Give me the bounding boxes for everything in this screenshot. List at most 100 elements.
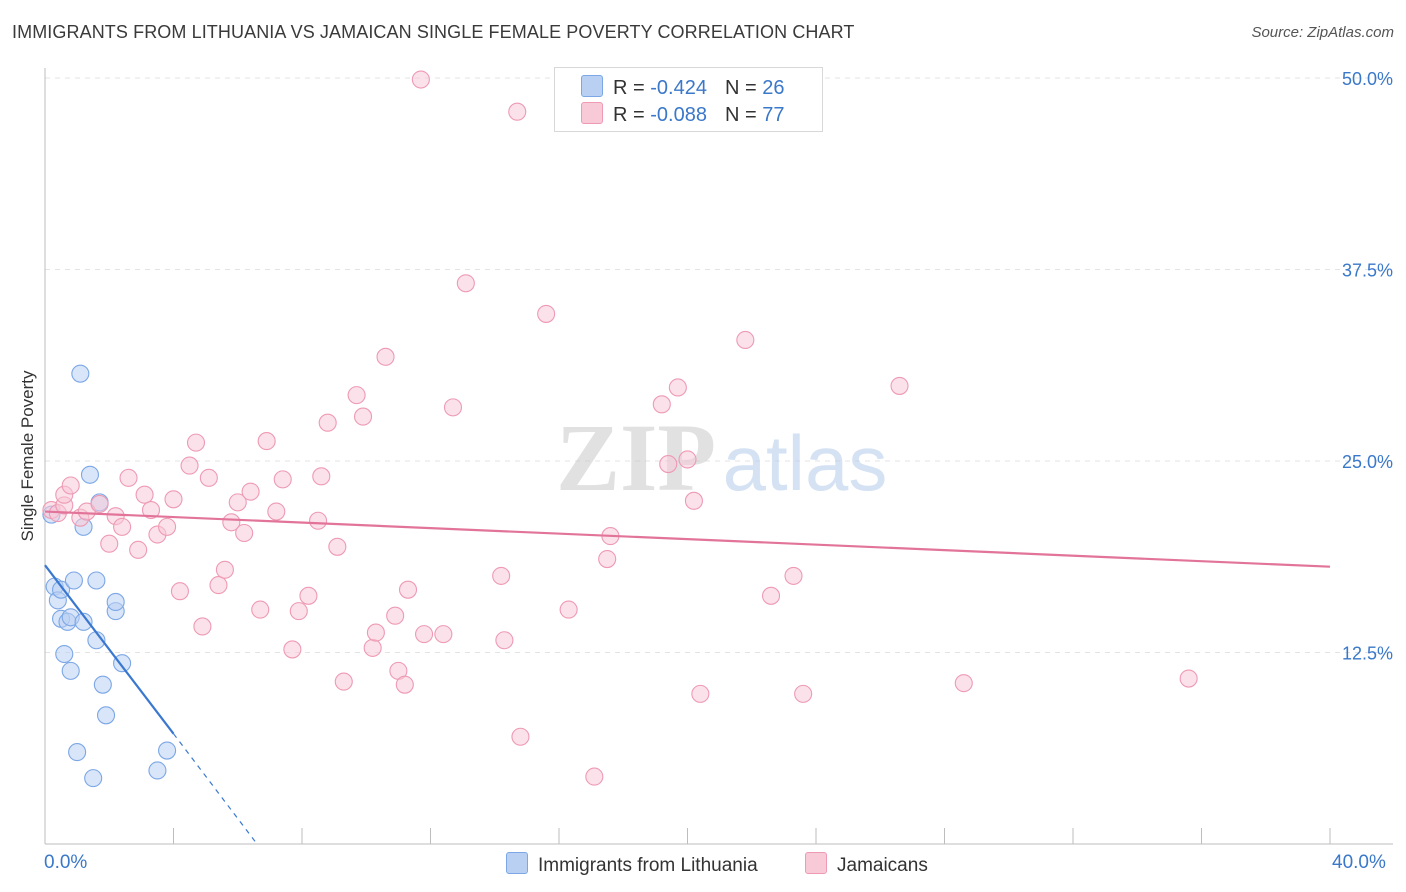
point-jamaicans (119, 468, 138, 487)
point-jamaicans (129, 540, 148, 559)
point-jamaicans (312, 467, 331, 486)
legend-row-lithuania: R = -0.424 N = 26 (581, 75, 784, 99)
legend-r-value-jamaicans: -0.088 (650, 104, 707, 126)
point-jamaicans (678, 450, 697, 469)
point-jamaicans (353, 407, 373, 426)
point-jamaicans (309, 511, 328, 530)
point-jamaicans (228, 493, 247, 512)
axes (44, 68, 1393, 845)
point-lithuania (148, 761, 167, 780)
point-jamaicans (585, 767, 604, 786)
legend-row-jamaicans: R = -0.088 N = 77 (581, 102, 784, 126)
point-lithuania (87, 571, 106, 590)
gridlines (45, 77, 1393, 653)
point-lithuania (71, 364, 90, 383)
point-jamaicans (100, 534, 119, 553)
point-jamaicans (691, 684, 710, 703)
point-lithuania (96, 706, 116, 725)
point-jamaicans (158, 517, 177, 536)
point-jamaicans (511, 727, 530, 746)
point-jamaicans (366, 623, 385, 642)
point-jamaicans (398, 580, 418, 599)
point-lithuania (55, 644, 74, 664)
point-jamaicans (334, 672, 353, 691)
point-jamaicans (598, 549, 617, 569)
point-jamaicans (443, 398, 463, 417)
legend-swatch-jamaicans (581, 102, 603, 124)
point-lithuania (74, 612, 93, 631)
point-jamaicans (508, 102, 527, 121)
point-jamaicans (90, 494, 109, 513)
trend-line-lithuania (44, 564, 175, 735)
trend-lines (44, 510, 1331, 845)
point-jamaicans (434, 625, 453, 644)
point-jamaicans (363, 638, 382, 657)
legend-n-label: N = (724, 77, 757, 99)
point-lithuania (106, 592, 125, 611)
point-jamaicans (347, 386, 366, 405)
point-jamaicans (299, 586, 318, 605)
point-jamaicans (222, 513, 241, 532)
x-tick-label-max: 40.0% (1332, 852, 1386, 873)
legend-r-label: R = (613, 77, 645, 99)
point-jamaicans (251, 600, 270, 619)
point-jamaicans (784, 566, 803, 585)
point-jamaicans (209, 576, 228, 595)
point-jamaicans (283, 640, 302, 659)
point-jamaicans (492, 566, 511, 585)
point-jamaicans (61, 476, 80, 495)
point-jamaicans (164, 490, 183, 509)
point-jamaicans (890, 376, 909, 395)
point-jamaicans (113, 517, 132, 536)
legend-n-value-jamaicans: 77 (762, 104, 785, 126)
point-jamaicans (215, 560, 234, 579)
point-jamaicans (235, 523, 254, 543)
legend-r-value-lithuania: -0.424 (650, 77, 707, 99)
point-jamaicans (141, 500, 161, 520)
point-jamaicans (376, 347, 395, 366)
point-jamaicans (736, 330, 755, 350)
point-lithuania (80, 465, 100, 484)
point-jamaicans (199, 468, 218, 487)
point-jamaicans (761, 586, 781, 605)
point-jamaicans (328, 537, 347, 556)
chart-source: Source: ZipAtlas.com (1251, 24, 1394, 41)
legend-n-value-lithuania: 26 (762, 77, 785, 99)
point-jamaicans (652, 395, 671, 414)
data-points (42, 70, 1198, 788)
correlation-legend: R = -0.424 N = 26 R = -0.088 N = 77 (554, 67, 823, 132)
point-jamaicans (794, 684, 813, 703)
point-jamaicans (386, 606, 405, 625)
point-lithuania (64, 571, 83, 590)
point-jamaicans (411, 70, 430, 89)
point-lithuania (68, 743, 87, 762)
x-tick-label-min: 0.0% (44, 852, 88, 873)
legend-r-label: R = (613, 104, 645, 126)
point-jamaicans (456, 274, 475, 293)
point-jamaicans (1179, 669, 1198, 688)
chart-title: IMMIGRANTS FROM LITHUANIA VS JAMAICAN SI… (12, 22, 855, 42)
trend-line-lithuania-extension (173, 733, 258, 845)
point-lithuania (61, 661, 80, 680)
point-jamaicans (267, 502, 286, 521)
y-tick-label: 50.0% (1342, 69, 1393, 89)
legend-n-label: N = (724, 104, 757, 126)
point-jamaicans (186, 433, 206, 452)
point-jamaicans (684, 491, 703, 510)
trend-line-jamaicans (44, 510, 1331, 568)
bottom-legend-label-jamaicans: Jamaicans (837, 855, 928, 876)
point-lithuania (93, 675, 112, 694)
point-jamaicans (559, 600, 578, 619)
point-jamaicans (193, 617, 212, 636)
point-jamaicans (257, 432, 276, 451)
bottom-legend-lithuania: Immigrants from Lithuania (506, 852, 758, 877)
point-jamaicans (241, 482, 260, 501)
bottom-legend-label-lithuania: Immigrants from Lithuania (538, 855, 758, 876)
bottom-legend-jamaicans: Jamaicans (805, 852, 928, 877)
point-jamaicans (170, 582, 189, 601)
point-jamaicans (415, 625, 434, 644)
point-jamaicans (289, 602, 308, 621)
point-jamaicans (395, 675, 414, 694)
point-jamaicans (135, 485, 154, 504)
